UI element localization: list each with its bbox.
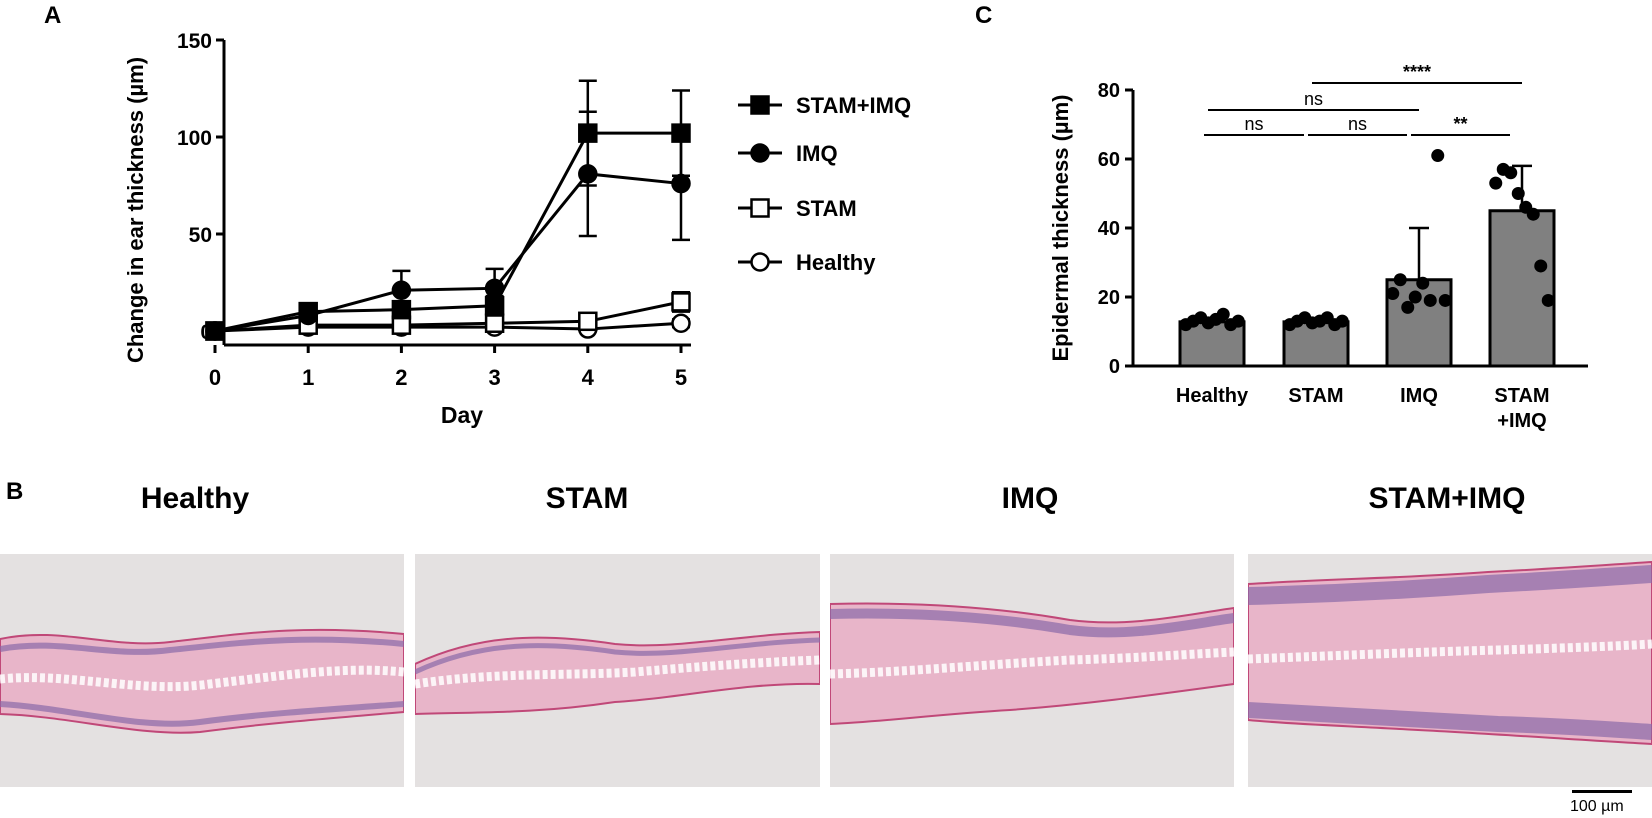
- series-line: [214, 300, 682, 333]
- y-tick-label: 0: [1109, 356, 1120, 378]
- x-tick-label: 0: [209, 365, 221, 390]
- y-tick-label: 50: [189, 224, 212, 247]
- histology-title-imq: IMQ: [1001, 482, 1059, 515]
- y-tick-label: 150: [177, 30, 212, 53]
- panel-label-b: B: [6, 478, 24, 505]
- data-point: [1526, 207, 1540, 221]
- x-tick-label: STAM: [1494, 385, 1549, 407]
- data-point: [1416, 276, 1430, 290]
- data-point: [1231, 314, 1245, 328]
- data-point: [1408, 290, 1422, 304]
- data-point: [578, 311, 598, 332]
- histology-image-healthy: [0, 554, 404, 787]
- histology-title-stam: STAM: [545, 482, 629, 515]
- legend-marker: [750, 95, 770, 115]
- significance-bracket: **: [1411, 114, 1510, 136]
- data-point: [484, 296, 505, 316]
- histology-title-healthy: Healthy: [140, 482, 250, 515]
- data-point: [391, 280, 412, 301]
- legend-item: STAM+IMQ: [738, 93, 911, 118]
- x-tick-label: STAM: [1288, 385, 1343, 407]
- legend-item: STAM: [738, 196, 857, 221]
- legend-label: STAM: [796, 196, 857, 221]
- x-tick-label: 3: [488, 365, 500, 390]
- data-point: [1541, 293, 1555, 307]
- panel-label-c: C: [975, 2, 993, 29]
- legend-marker: [750, 198, 770, 218]
- legend-label: Healthy: [796, 250, 876, 275]
- y-tick-label: 80: [1098, 80, 1120, 102]
- chart-a-ear-thickness: 050100150012345DayChange in ear thicknes…: [123, 30, 911, 428]
- bar-group: [1178, 307, 1246, 368]
- significance-label: ****: [1403, 62, 1431, 82]
- data-point: [1504, 166, 1518, 180]
- x-tick-label: 4: [582, 365, 595, 390]
- series-line: [214, 321, 682, 333]
- data-point: [1423, 293, 1437, 307]
- histology-image-stam-imq: [1248, 554, 1652, 787]
- y-axis-title: Change in ear thickness (µm): [123, 57, 148, 363]
- x-tick-label: +IMQ: [1497, 410, 1546, 432]
- x-axis-title: Day: [441, 402, 483, 428]
- y-tick-label: 20: [1098, 287, 1120, 309]
- significance-bracket: ns: [1204, 114, 1304, 136]
- data-point: [1401, 300, 1415, 314]
- x-tick-label: 5: [675, 365, 687, 390]
- significance-bracket: ns: [1308, 114, 1407, 136]
- bar-group: [1488, 162, 1556, 368]
- data-point: [671, 292, 691, 312]
- y-axis-title: Epidermal thickness (µm): [1048, 95, 1073, 362]
- significance-label: **: [1453, 114, 1467, 134]
- chart-c-epidermal-thickness: 0 20 40 60 80 Epidermal thickness (µm) Healthy…: [1048, 62, 1588, 432]
- data-point: [1438, 293, 1452, 307]
- bar-group: [1282, 311, 1350, 368]
- data-point: [1335, 314, 1349, 328]
- panel-label-a: A: [44, 2, 62, 29]
- data-point: [1216, 307, 1230, 321]
- significance-label: ns: [1348, 114, 1367, 134]
- y-tick-label: 40: [1098, 218, 1120, 240]
- histology-image-imq: [830, 554, 1234, 787]
- scale-bar-label: 100 µm: [1570, 798, 1624, 815]
- data-point: [391, 299, 412, 320]
- y-tick-label: 60: [1098, 149, 1120, 171]
- legend-label: IMQ: [796, 141, 838, 166]
- data-point: [1393, 273, 1407, 287]
- x-tick-label: 1: [302, 365, 314, 390]
- data-point: [1511, 187, 1525, 200]
- x-tick-label: IMQ: [1400, 385, 1438, 407]
- data-point: [1386, 287, 1400, 301]
- data-point: [671, 123, 691, 143]
- significance-bracket: ns: [1208, 89, 1419, 111]
- data-point: [578, 123, 598, 143]
- series-line: [214, 172, 682, 333]
- series-line: [214, 131, 681, 333]
- significance-label: ns: [1304, 89, 1323, 109]
- significance-bracket: ****: [1312, 62, 1522, 84]
- series-stam-imq: [205, 79, 691, 341]
- bar: [1488, 209, 1556, 368]
- data-point: [205, 321, 225, 341]
- bar-group: [1385, 149, 1453, 368]
- data-point: [1431, 149, 1445, 163]
- histology-title-stam-imq: STAM+IMQ: [1368, 482, 1526, 515]
- histology-image-stam: [415, 554, 820, 787]
- x-tick-label: Healthy: [1176, 385, 1249, 407]
- legend-item: IMQ: [738, 141, 838, 166]
- data-point: [671, 313, 691, 333]
- data-point: [1489, 176, 1503, 190]
- data-point: [298, 301, 318, 322]
- y-tick-label: 100: [177, 127, 212, 150]
- data-point: [1534, 259, 1548, 273]
- legend-label: STAM+IMQ: [796, 93, 911, 118]
- significance-label: ns: [1244, 114, 1263, 134]
- legend-item: Healthy: [738, 250, 876, 275]
- legend-marker: [750, 143, 770, 163]
- x-tick-label: 2: [395, 365, 407, 390]
- legend-marker: [750, 252, 770, 272]
- scale-bar: [1572, 790, 1632, 793]
